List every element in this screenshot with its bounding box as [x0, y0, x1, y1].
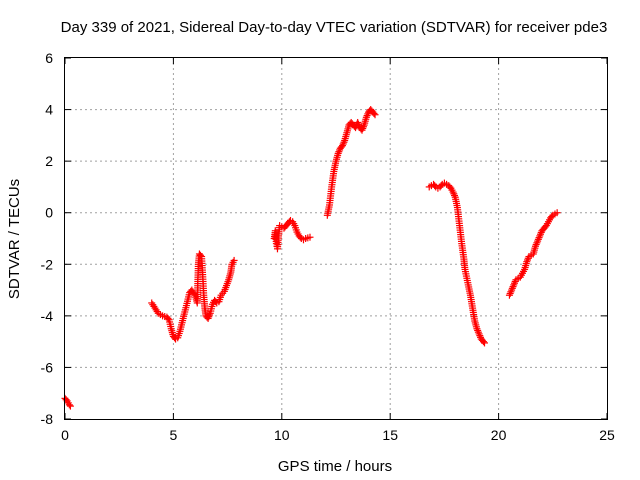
- data-point: [164, 314, 172, 322]
- data-point: [66, 402, 74, 410]
- data-point: [362, 113, 370, 121]
- y-tick-label: -6: [41, 359, 54, 375]
- data-point: [204, 314, 212, 322]
- data-point: [473, 325, 481, 333]
- x-tick-labels: 0 5 10 15 20 25: [61, 427, 615, 443]
- data-point: [523, 258, 531, 266]
- x-tick-label: 0: [61, 427, 69, 443]
- data-point: [363, 112, 371, 120]
- data-point: [524, 256, 532, 264]
- data-point: [340, 138, 348, 146]
- data-point: [371, 111, 379, 119]
- grid-lines: [65, 58, 607, 419]
- data-point: [532, 241, 540, 249]
- data-point: [306, 233, 314, 241]
- y-tick-label: 4: [45, 102, 53, 118]
- data-point: [334, 149, 342, 157]
- y-tick-label: 6: [45, 50, 53, 66]
- y-tick-label: -4: [41, 308, 54, 324]
- data-point: [481, 339, 489, 347]
- data-point: [533, 239, 541, 247]
- data-point: [451, 192, 459, 200]
- data-point: [537, 230, 545, 238]
- data-point: [354, 118, 362, 126]
- data-point: [206, 311, 214, 319]
- data-point: [509, 283, 517, 291]
- data-point: [531, 242, 539, 250]
- data-point: [507, 288, 515, 296]
- data-point: [553, 209, 561, 217]
- data-point: [510, 281, 518, 289]
- data-point: [359, 123, 367, 131]
- data-point: [508, 286, 516, 294]
- data-point: [474, 326, 482, 334]
- data-point: [358, 126, 366, 134]
- y-tick-label: -2: [41, 256, 54, 272]
- axis-ticks: [64, 57, 608, 420]
- data-point: [505, 291, 513, 299]
- data-point: [506, 290, 514, 298]
- data-point: [153, 308, 161, 316]
- data-point: [450, 190, 458, 198]
- data-point: [205, 313, 213, 321]
- x-tick-label: 15: [382, 427, 398, 443]
- x-tick-label: 20: [491, 427, 507, 443]
- data-point: [335, 148, 343, 156]
- data-point: [449, 188, 457, 196]
- y-tick-label: 0: [45, 205, 53, 221]
- data-point: [339, 142, 347, 150]
- data-point: [339, 140, 347, 148]
- data-point: [65, 401, 73, 409]
- data-point: [534, 237, 542, 245]
- data-point: [475, 330, 483, 338]
- data-point: [370, 109, 378, 117]
- data-point: [359, 124, 367, 132]
- x-tick-label: 25: [599, 427, 615, 443]
- y-tick-label: 2: [45, 153, 53, 169]
- plot-frame: [64, 57, 608, 420]
- data-point: [197, 251, 204, 259]
- data-point: [510, 279, 518, 287]
- chart-title: Day 339 of 2021, Sidereal Day-to-day VTE…: [61, 19, 608, 36]
- data-point: [474, 328, 482, 336]
- data-point: [508, 284, 516, 292]
- y-tick-label: -8: [41, 411, 54, 427]
- y-axis-label: SDTVAR / TECUs: [6, 179, 23, 299]
- x-tick-label: 5: [170, 427, 178, 443]
- y-tick-labels: -8 -6 -4 -2 0 2 4 6: [41, 50, 54, 427]
- data-point: [534, 235, 542, 243]
- data-points: [61, 106, 561, 410]
- data-point: [536, 232, 544, 240]
- data-point: [479, 338, 487, 346]
- data-point: [535, 234, 543, 242]
- data-point: [190, 290, 198, 298]
- x-axis-label: GPS time / hours: [278, 458, 392, 475]
- data-point: [476, 332, 484, 340]
- data-point: [354, 120, 362, 128]
- x-tick-label: 10: [274, 427, 290, 443]
- data-point: [230, 256, 238, 264]
